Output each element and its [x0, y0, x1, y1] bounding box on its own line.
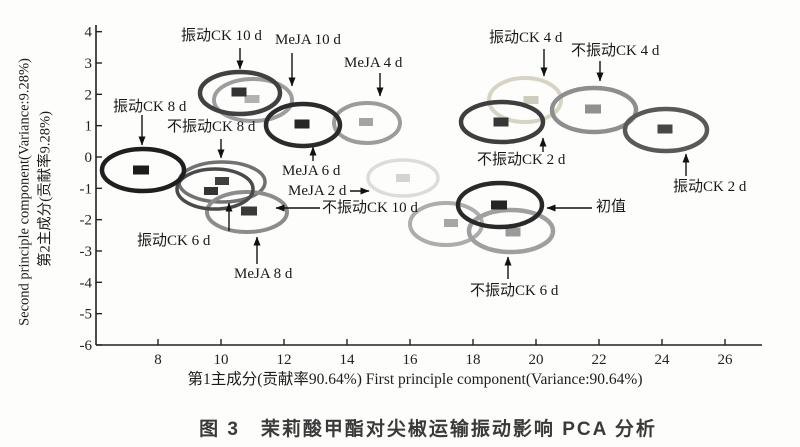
marker-meja-8d — [241, 206, 257, 216]
label-meja-6d: MeJA 6 d — [282, 163, 341, 179]
label-nvck-6d: 不振动CK 6 d — [470, 283, 559, 299]
y-tick-label: 1 — [85, 119, 93, 135]
y-tick-label: -5 — [80, 307, 93, 323]
marker-vck-6d — [204, 187, 218, 195]
x-tick-label: 26 — [718, 352, 734, 368]
marker-meja-2d — [396, 174, 410, 182]
marker-meja-10d — [244, 95, 260, 103]
x-tick-label: 14 — [340, 352, 356, 368]
ellipse-vck-4d — [487, 76, 563, 124]
label-meja-10d: MeJA 10 d — [275, 32, 341, 48]
ellipse-meja-2d — [366, 158, 440, 198]
y-axis-title-chinese: 第2主成分(贡献率9.28%) — [37, 111, 54, 267]
x-tick-label: 22 — [592, 352, 607, 368]
ellipse-meja-6d — [263, 101, 343, 149]
label-vck-4d: 振动CK 4 d — [489, 30, 563, 46]
ellipse-nvck-2d — [458, 99, 546, 145]
y-tick-label: 2 — [85, 87, 93, 103]
label-nvck-8d: 不振动CK 8 d — [167, 119, 256, 135]
x-tick-label: 18 — [466, 352, 481, 368]
label-nvck-10d: 不振动CK 10 d — [322, 200, 418, 216]
ellipse-meja-4d — [332, 101, 402, 145]
marker-vck-4d — [523, 96, 539, 104]
ellipse-vck-2d — [622, 106, 710, 154]
marker-nvck-2d — [493, 117, 509, 127]
label-vck-10d: 振动CK 10 d — [181, 28, 262, 44]
ellipse-meja-10d — [212, 77, 294, 123]
y-tick-label: 4 — [85, 25, 93, 41]
label-meja-4d: MeJA 4 d — [344, 55, 403, 71]
y-tick-label: -1 — [80, 181, 93, 197]
ellipse-vck-6d — [175, 167, 255, 211]
figure-caption: 图 3 茉莉酸甲酯对尖椒运输振动影响 PCA 分析 — [199, 419, 657, 440]
x-tick-label: 24 — [655, 352, 671, 368]
y-tick-label: 3 — [85, 56, 93, 72]
marker-nvck-10d — [444, 219, 458, 227]
marker-nvck-6d — [505, 227, 521, 237]
y-tick-label: -6 — [80, 338, 93, 354]
label-meja-2d: MeJA 2 d — [288, 183, 347, 199]
marker-nvck-8d — [215, 177, 229, 185]
ellipse-nvck-6d — [466, 207, 556, 255]
ellipse-vck-8d — [99, 146, 187, 194]
label-vck-6d: 振动CK 6 d — [137, 233, 211, 249]
y-tick-label: -4 — [80, 275, 93, 291]
x-tick-label: 8 — [154, 352, 162, 368]
x-tick-label: 10 — [214, 352, 229, 368]
marker-vck-2d — [657, 124, 673, 134]
x-tick-label: 20 — [529, 352, 544, 368]
marker-vck-8d — [133, 165, 149, 175]
marker-meja-6d — [294, 119, 310, 129]
x-tick-label: 12 — [277, 352, 292, 368]
marker-initial-value — [491, 200, 507, 210]
x-axis-title: 第1主成分(贡献率90.64%) First principle compone… — [187, 371, 643, 388]
ellipse-nvck-4d — [549, 85, 639, 135]
label-nvck-4d: 不振动CK 4 d — [571, 43, 660, 59]
x-tick-label: 16 — [403, 352, 419, 368]
ellipse-meja-8d — [205, 190, 289, 234]
y-tick-label: -2 — [80, 213, 93, 229]
label-nvck-2d: 不振动CK 2 d — [477, 152, 566, 168]
marker-nvck-4d — [585, 104, 601, 114]
label-vck-2d: 振动CK 2 d — [673, 179, 747, 195]
y-tick-label: 0 — [85, 150, 93, 166]
label-initial-value: 初值 — [596, 199, 627, 215]
marker-vck-10d — [231, 87, 247, 97]
y-axis-title-english: Second principle component(Variance:9.28… — [16, 58, 33, 326]
ellipse-initial-value — [455, 180, 545, 230]
label-vck-8d: 振动CK 8 d — [113, 99, 187, 115]
marker-meja-4d — [359, 118, 373, 126]
y-tick-label: -3 — [80, 244, 93, 260]
ellipse-vck-10d — [197, 69, 283, 117]
label-meja-8d: MeJA 8 d — [234, 266, 293, 282]
